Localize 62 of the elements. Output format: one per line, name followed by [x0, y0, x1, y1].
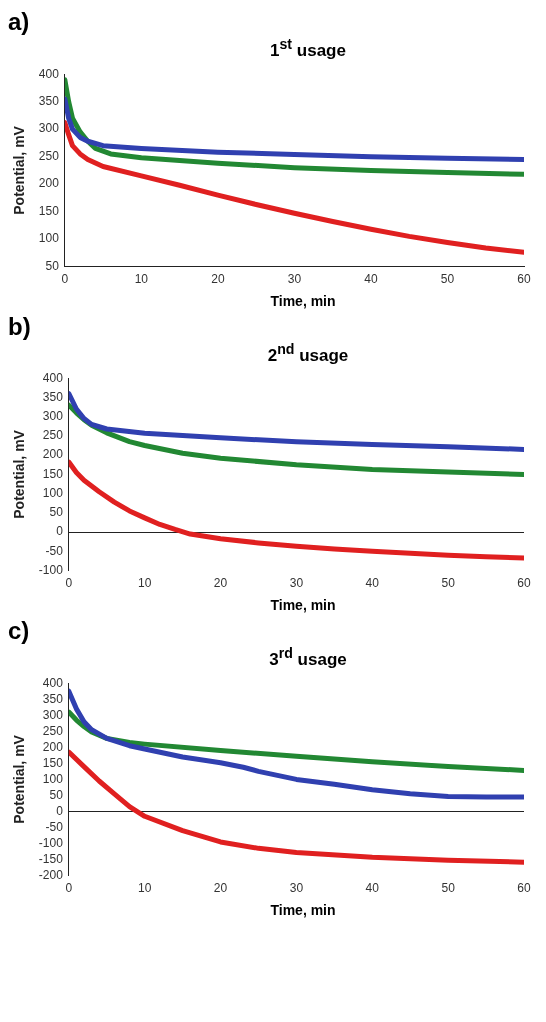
- y-tick-label: 200: [42, 739, 64, 754]
- y-tick-label: 150: [42, 467, 64, 482]
- x-tick-label: 60: [517, 271, 531, 286]
- x-tick-label: 60: [517, 576, 531, 591]
- y-tick-label: 200: [38, 176, 60, 191]
- y-tick-label: -100: [38, 835, 64, 850]
- y-tick-label: -200: [38, 867, 64, 882]
- x-tick-label: 60: [517, 881, 531, 896]
- y-tick-label: 400: [42, 675, 64, 690]
- y-tick-label: 250: [42, 428, 64, 443]
- y-tick-label: 250: [38, 148, 60, 163]
- y-tick-label: -100: [38, 563, 64, 578]
- y-tick-label: 100: [38, 231, 60, 246]
- x-tick-label: 50: [441, 576, 456, 591]
- x-tick-label: 30: [289, 576, 304, 591]
- x-tick-label: 30: [287, 271, 302, 286]
- y-tick-label: 250: [42, 723, 64, 738]
- x-axis-title: Time, min: [269, 901, 337, 918]
- y-tick-label: 300: [42, 409, 64, 424]
- y-tick-label: 350: [42, 390, 64, 405]
- x-tick-label: 50: [441, 881, 456, 896]
- y-axis-title: Potential, mV: [11, 734, 28, 824]
- y-tick-label: 0: [56, 803, 64, 818]
- chart-title: 3$^{rd}$ usage: [268, 645, 348, 670]
- y-axis-title: Potential, mV: [11, 125, 28, 215]
- x-tick-label: 50: [440, 271, 455, 286]
- y-tick-label: 100: [42, 486, 64, 501]
- x-axis-title: Time, min: [269, 292, 337, 309]
- y-tick-label: -50: [45, 819, 64, 834]
- text: a): [8, 8, 31, 36]
- x-tick-label: 20: [213, 576, 228, 591]
- chart-title: 2$^{nd}$ usage: [266, 340, 350, 366]
- y-tick-label: -50: [45, 543, 64, 558]
- y-tick-label: 350: [38, 93, 60, 108]
- y-tick-label: 300: [38, 121, 60, 136]
- text: c): [8, 617, 31, 646]
- x-tick-label: 10: [138, 881, 152, 896]
- x-tick-label: 20: [211, 271, 225, 286]
- y-tick-label: 50: [49, 505, 64, 520]
- x-tick-label: 40: [365, 576, 380, 591]
- y-tick-label: -150: [38, 851, 64, 866]
- y-tick-label: 300: [42, 707, 64, 722]
- y-tick-label: 400: [42, 370, 64, 385]
- x-tick-label: 40: [364, 271, 378, 286]
- y-tick-label: 150: [42, 755, 64, 770]
- y-tick-label: 400: [38, 66, 60, 81]
- y-axis-title: Potential, mV: [11, 429, 28, 520]
- x-tick-label: 10: [138, 576, 152, 591]
- x-tick-label: 30: [289, 881, 304, 896]
- x-tick-label: 40: [365, 881, 380, 896]
- x-tick-label: 10: [134, 271, 149, 286]
- x-axis-title: Time, min: [269, 597, 337, 614]
- y-tick-label: 200: [42, 447, 64, 462]
- y-tick-label: 350: [42, 691, 64, 706]
- chart-title: 1$^{st}$ usage: [269, 36, 347, 61]
- y-tick-label: 0: [56, 524, 64, 539]
- y-tick-label: 50: [45, 258, 60, 273]
- y-tick-label: 150: [38, 203, 60, 218]
- x-tick-label: 20: [213, 881, 228, 896]
- text: b): [8, 312, 32, 341]
- y-tick-label: 50: [49, 787, 64, 802]
- y-tick-label: 100: [42, 771, 64, 786]
